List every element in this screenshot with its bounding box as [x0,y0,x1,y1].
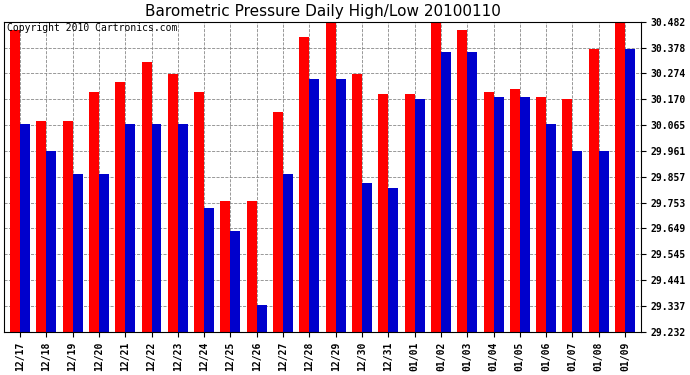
Bar [599,151,609,332]
Bar [152,124,161,332]
Bar [72,174,83,332]
Bar [520,97,530,332]
Bar [388,188,398,332]
Bar [141,62,152,332]
Bar [273,111,283,332]
Bar [63,122,72,332]
Bar [493,97,504,332]
Bar [589,50,599,332]
Bar [562,99,573,332]
Bar [10,30,20,332]
Bar [194,92,204,332]
Bar [178,124,188,332]
Bar [20,124,30,332]
Bar [362,183,372,332]
Bar [536,97,546,332]
Bar [415,99,424,332]
Bar [467,52,477,332]
Title: Barometric Pressure Daily High/Low 20100110: Barometric Pressure Daily High/Low 20100… [145,4,500,19]
Bar [431,22,441,332]
Bar [457,30,467,332]
Bar [309,79,319,332]
Text: Copyright 2010 Cartronics.com: Copyright 2010 Cartronics.com [8,23,178,33]
Bar [546,124,556,332]
Bar [46,151,57,332]
Bar [125,124,135,332]
Bar [168,74,178,332]
Bar [247,201,257,332]
Bar [257,305,267,332]
Bar [37,122,46,332]
Bar [115,82,125,332]
Bar [625,50,635,332]
Bar [326,20,335,332]
Bar [89,92,99,332]
Bar [99,174,109,332]
Bar [230,231,240,332]
Bar [204,208,214,332]
Bar [283,174,293,332]
Bar [404,94,415,332]
Bar [220,201,230,332]
Bar [299,37,309,332]
Bar [510,89,520,332]
Bar [573,151,582,332]
Bar [378,94,388,332]
Bar [615,20,625,332]
Bar [352,74,362,332]
Bar [441,52,451,332]
Bar [335,79,346,332]
Bar [484,92,493,332]
